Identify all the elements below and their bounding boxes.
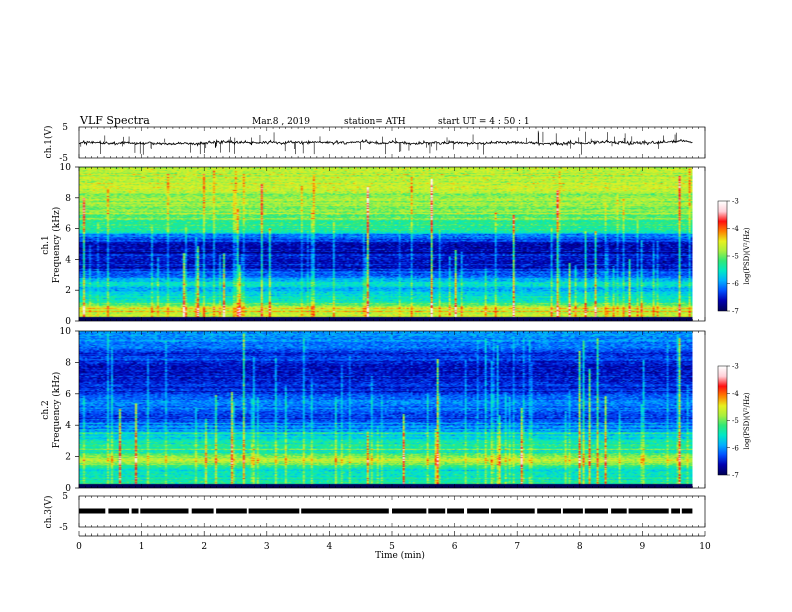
ch3-signal-segment: [562, 508, 583, 514]
time-axis-tick-label: 1: [139, 542, 145, 552]
colorbar-ch1-tick-label: -6: [732, 280, 739, 288]
ch3-signal-segment: [216, 508, 247, 514]
time-axis-tick-label: 4: [327, 542, 333, 552]
colorbar-ch2-tick-label: -5: [732, 417, 739, 425]
colorbar-ch1-tick-label: -4: [732, 225, 739, 233]
ch1-waveform-ylabel: ch.1(V): [43, 126, 54, 159]
ch1-spectrogram-ytick-label: 8: [65, 194, 71, 204]
ch1-waveform-panel: 5 -5 ch.1(V): [43, 123, 706, 164]
ch3-signal-segment: [140, 508, 189, 514]
ch1-spectrogram-panel: 0 2 4 6 8 10 ch.1 Frequency (kHz): [41, 163, 706, 327]
ch3-signal-segment: [671, 508, 680, 514]
ch2-spectrogram-ytick-label: 10: [60, 327, 72, 337]
colorbar-ch2: -3 -4 -5 -6 -7 log(PSD)(V²/Hz): [717, 363, 751, 480]
colorbar-ch1-tick-label: -3: [732, 198, 739, 206]
ch2-spectrogram-image: [79, 331, 693, 488]
ch3-signal-segment: [467, 508, 489, 514]
time-axis: 0 1 2 3 4 5 6 7 8 9 10: [76, 127, 711, 552]
ch2-spectrogram-panel: 0 2 4 6 8 10 ch.2 Frequency (kHz): [41, 327, 706, 494]
ch1-spectrogram-ytick-label: 0: [65, 317, 71, 327]
ch3-signal-segment: [584, 508, 608, 514]
ch3-signal-segment: [428, 508, 446, 514]
ch3-signal-segment: [191, 508, 214, 514]
ch3-signal-segment: [628, 508, 669, 514]
ch3-signal-segment: [537, 508, 561, 514]
time-axis-tick-label: 7: [514, 542, 520, 552]
colorbar-ch2-tick-label: -7: [732, 472, 739, 480]
ch2-spectrogram-ytick-label: 8: [65, 358, 71, 368]
ch2-spectrogram-ytick-label: 6: [65, 390, 71, 400]
ch1-spectrogram-ylabel-frequency: Frequency (kHz): [51, 207, 62, 284]
ch3-signal-segment: [131, 508, 139, 514]
time-axis-tick-label: 10: [699, 542, 711, 552]
ch3-signal-segment: [108, 508, 130, 514]
ch2-spectrogram-ylabel-frequency: Frequency (kHz): [51, 372, 62, 449]
ch1-ytick-top: 5: [62, 123, 68, 133]
station-label: station= ATH: [344, 117, 406, 127]
ch3-ytick-top: 5: [62, 492, 68, 502]
ch1-spectrogram-image: [79, 167, 693, 321]
ch3-signal-segment: [301, 508, 389, 514]
ch1-spectrogram-ytick-label: 10: [60, 163, 72, 173]
ch3-signal-segment: [447, 508, 464, 514]
ch2-spectrogram-ytick-label: 2: [65, 453, 71, 463]
ch2-spectrogram-ylabel-channel: ch.2: [41, 400, 51, 419]
date-label: Mar.8 , 2019: [252, 117, 310, 127]
time-axis-label: Time (min): [375, 550, 425, 561]
time-axis-tick-label: 3: [264, 542, 270, 552]
ch3-signal-segment: [392, 508, 427, 514]
ch3-ytick-bottom: -5: [59, 523, 68, 533]
colorbar-ch2-tick-label: -3: [732, 363, 739, 371]
colorbar-ch1-label: log(PSD)(V²/Hz): [743, 227, 751, 284]
ch1-spectrogram-ytick-label: 4: [65, 255, 71, 265]
ch2-spectrogram-ytick-label: 4: [65, 421, 71, 431]
colorbar-ch2-tick-label: -6: [732, 444, 739, 452]
ch2-spectrogram-ytick-label: 0: [65, 484, 71, 494]
colorbar-ch1: -3 -4 -5 -6 -7 log(PSD)(V²/Hz): [717, 198, 751, 316]
time-axis-tick-label: 0: [76, 542, 82, 552]
ch1-spectrogram-ytick-label: 6: [65, 225, 71, 235]
time-axis-tick-label: 2: [201, 542, 207, 552]
ch3-signal-segment: [490, 508, 535, 514]
start-time-label: start UT = 4 : 50 : 1: [438, 117, 530, 127]
ch1-spectrogram-ytick-label: 2: [65, 286, 71, 296]
ch3-signal-panel: 5 -5 ch.3(V): [43, 492, 706, 533]
time-axis-tick-label: 9: [640, 542, 646, 552]
time-axis-tick-label: 5: [389, 542, 395, 552]
ch3-signal-segment: [681, 508, 693, 514]
ch3-signal-segment: [611, 508, 627, 514]
colorbar-ch2-gradient: [718, 366, 727, 475]
figure-title: VLF Spectra: [79, 114, 150, 127]
ch3-signal-segment: [79, 508, 106, 514]
colorbar-ch1-tick-label: -5: [732, 253, 739, 261]
ch3-signal-ylabel: ch.3(V): [43, 496, 54, 529]
ch1-ytick-bottom: -5: [59, 154, 68, 164]
colorbar-ch1-gradient: [718, 201, 727, 311]
time-axis-tick-label: 8: [577, 542, 583, 552]
ch1-spectrogram-ylabel-channel: ch.1: [41, 235, 51, 254]
colorbar-ch2-label: log(PSD)(V²/Hz): [743, 392, 751, 449]
colorbar-ch1-tick-label: -7: [732, 308, 739, 316]
time-axis-tick-label: 6: [452, 542, 458, 552]
ch3-signal-segment: [248, 508, 300, 514]
colorbar-ch2-tick-label: -4: [732, 390, 739, 398]
